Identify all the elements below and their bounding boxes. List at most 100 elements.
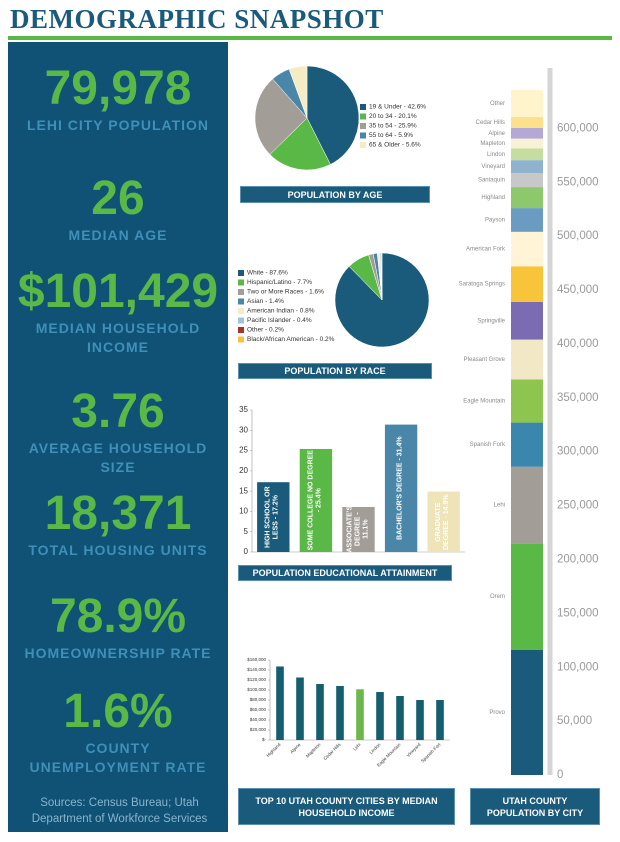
bar xyxy=(427,491,460,552)
segment-label: American Fork xyxy=(466,247,506,253)
bar-label: ASSOCIATE'S DEGREE - 11.1% xyxy=(346,506,370,553)
y-tick-label: 100,000 xyxy=(557,661,599,673)
bar xyxy=(299,448,333,552)
legend-swatch xyxy=(238,317,244,324)
bar xyxy=(257,482,290,552)
y-tick-label: 600,000 xyxy=(557,122,599,134)
legend-label: Pacific Islander - 0.4% xyxy=(247,317,312,324)
bar-segment xyxy=(511,339,543,380)
stat-label: TOTAL HOUSING UNITS xyxy=(28,542,208,558)
segment-label: Highland xyxy=(481,195,505,201)
segment-label: Saratoga Springs xyxy=(459,282,505,288)
y-tick-label: 250,000 xyxy=(557,500,599,512)
stat-value: 78.9% xyxy=(49,590,187,643)
y-tick-label: 550,000 xyxy=(557,176,599,188)
segment-label: Cedar Hills xyxy=(476,120,505,126)
y-tick-label: 5 xyxy=(244,527,249,536)
x-tick-label: Highland xyxy=(265,742,281,758)
y-tick-label: $120,000 xyxy=(247,677,266,682)
bar-label: BACHELOR'S DEGREE - 31.4% xyxy=(397,436,405,541)
segment-label: Alpine xyxy=(488,131,505,137)
y-tick-label: $100,000 xyxy=(247,687,266,692)
legend-label: 19 & Under - 42.6% xyxy=(369,104,426,111)
legend-swatch xyxy=(360,113,366,120)
legend-label: Two or More Races - 1.6% xyxy=(247,289,324,296)
y-tick-label: $60,000 xyxy=(250,707,267,712)
segment-label: Mapleton xyxy=(480,141,505,147)
segment-label: Provo xyxy=(489,710,505,716)
y-tick-label: 150,000 xyxy=(557,607,599,619)
x-tick-label: Lindon xyxy=(368,742,381,755)
y-tick-label: 10 xyxy=(239,507,248,516)
y-tick-label: 50,000 xyxy=(557,715,592,727)
x-tick-label: Lehi xyxy=(352,742,362,752)
y-tick-label: $140,000 xyxy=(247,667,266,672)
y-tick-label: $80,000 xyxy=(250,697,267,702)
segment-label: Springville xyxy=(477,318,505,324)
bar-label: GRADUATE DEGREE - 14.9% xyxy=(435,493,451,550)
bar xyxy=(416,700,424,740)
pie-slice xyxy=(381,252,383,301)
pie-slice xyxy=(269,117,331,171)
legend-swatch xyxy=(360,132,366,139)
legend-label: 35 to 54 - 25.9% xyxy=(369,123,417,130)
legend-label: Other - 0.2% xyxy=(247,327,284,334)
stat: 1.6% COUNTY UNEMPLOYMENT RATE xyxy=(8,685,228,777)
x-tick-label: Vineyard xyxy=(406,742,422,758)
y-tick-label: 450,000 xyxy=(557,284,599,296)
bar-segment xyxy=(511,90,543,118)
bar-segment xyxy=(511,379,543,423)
bar-segment xyxy=(511,422,543,467)
y-tick-label: 20 xyxy=(239,466,248,475)
stat: 78.9% HOMEOWNERSHIP RATE xyxy=(8,590,228,663)
title-rule xyxy=(8,36,612,40)
legend-label: Asian - 1.4% xyxy=(247,298,284,305)
legend-label: White - 87.6% xyxy=(247,270,288,277)
stat: $101,429 MEDIAN HOUSEHOLD INCOME xyxy=(8,265,228,357)
chart-title: POPULATION EDUCATIONAL ATTAINMENT xyxy=(238,565,452,581)
bar-segment xyxy=(511,543,543,650)
legend-swatch xyxy=(238,298,244,305)
bar xyxy=(336,686,344,740)
legend-swatch xyxy=(238,308,244,314)
legend-swatch xyxy=(360,104,366,110)
pie-slice xyxy=(306,65,360,165)
x-tick-label: Spanish Fort xyxy=(420,741,442,763)
bar-segment xyxy=(511,173,543,188)
x-tick-label: Mapleton xyxy=(305,742,322,759)
stat-value: $101,429 xyxy=(17,265,219,318)
y-tick-label: 15 xyxy=(239,486,248,495)
stat: 18,371 TOTAL HOUSING UNITS xyxy=(8,487,228,560)
bar xyxy=(356,689,364,740)
legend-swatch xyxy=(238,327,244,333)
bar-segment xyxy=(511,266,543,302)
y-tick-label: 25 xyxy=(239,446,248,455)
bar-segment xyxy=(511,649,543,775)
y-tick-label: 35 xyxy=(239,405,248,414)
y-tick-label: $160,000 xyxy=(247,657,266,662)
legend-swatch xyxy=(238,336,244,343)
bar-segment xyxy=(511,160,543,174)
stat: 26 MEDIAN AGE xyxy=(8,172,228,245)
legend-label: 20 to 34 - 20.1% xyxy=(369,113,417,120)
y-tick-label: 300,000 xyxy=(557,446,599,458)
segment-label: Other xyxy=(490,101,505,107)
legend-label: Hispanic/Latino - 7.7% xyxy=(247,279,312,286)
segment-label: Lindon xyxy=(487,152,505,158)
chart-title: POPULATION BY RACE xyxy=(238,363,432,379)
bar-segment xyxy=(511,127,543,139)
chart-title: UTAH COUNTY POPULATION BY CITY xyxy=(470,788,600,825)
segment-label: Lehi xyxy=(494,503,505,509)
bar-label: SOME COLLEGE NO DEGREE - 25.4% xyxy=(307,450,323,551)
y-tick-label: 350,000 xyxy=(557,392,599,404)
legend-label: Black/African American - 0.2% xyxy=(247,336,335,343)
legend-label: American Indian - 0.8% xyxy=(247,308,315,315)
page-title: DEMOGRAPHIC SNAPSHOT xyxy=(10,4,384,34)
y-tick-label: 30 xyxy=(239,425,248,434)
pie-slice xyxy=(288,65,308,119)
stat-label: HOMEOWNERSHIP RATE xyxy=(24,645,212,661)
legend-swatch xyxy=(360,123,366,129)
y-tick-label: 200,000 xyxy=(557,553,599,565)
